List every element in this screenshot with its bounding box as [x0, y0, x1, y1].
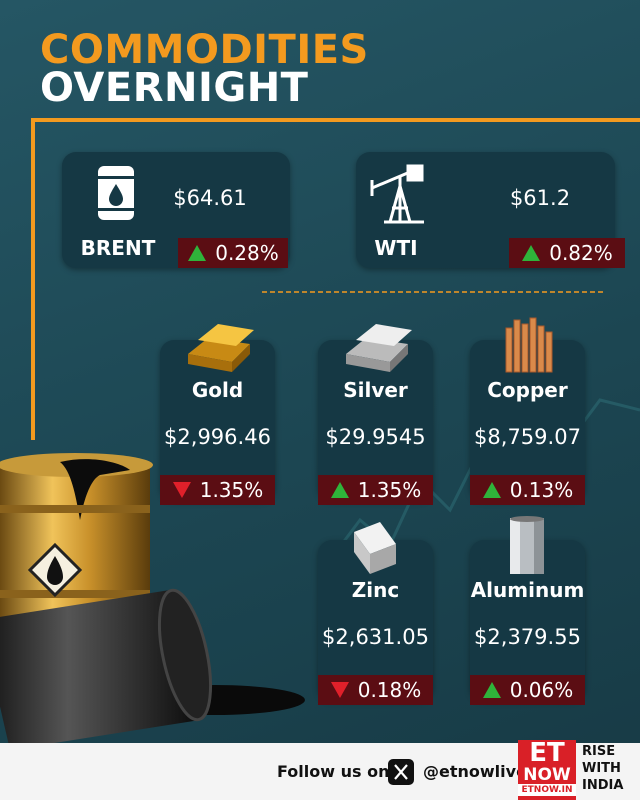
arrow-down [330, 682, 349, 698]
arrow-up [188, 245, 207, 261]
slogan: RISE WITH INDIA [582, 743, 623, 794]
price: $64.61 [173, 186, 247, 210]
change-value: 0.82% [549, 241, 613, 265]
price: $8,759.07 [474, 425, 581, 449]
change-box: 0.13% [470, 475, 585, 505]
title-line-2: OVERNIGHT [40, 65, 309, 111]
metal-card: Copper $8,759.07 0.13% [470, 317, 585, 505]
metal-card: Silver $29.9545 1.35% [318, 324, 433, 505]
commodity-name: BRENT [80, 236, 156, 260]
commodity-name: Zinc [351, 578, 400, 602]
barrels-illustration [0, 453, 305, 743]
slogan-2: WITH [582, 761, 621, 776]
arrow-up [330, 482, 349, 498]
metal-card: Gold $2,996.46 1.35% [160, 324, 275, 505]
arrow-up [482, 482, 501, 498]
change-value: 0.28% [215, 241, 279, 265]
price: $2,379.55 [474, 625, 581, 649]
change-value: 1.35% [357, 478, 422, 502]
metal-card: Aluminum $2,379.55 0.06% [470, 516, 585, 705]
commodity-name: Aluminum [470, 578, 585, 602]
logo-bottom: NOW [523, 765, 571, 785]
handle[interactable]: @etnowlive [423, 762, 527, 781]
commodity-name: Copper [487, 378, 568, 402]
price: $2,631.05 [322, 625, 429, 649]
logo-top: ET [529, 738, 565, 768]
metal-icon [188, 324, 254, 372]
decoration [0, 118, 640, 743]
change-box: 1.35% [318, 475, 433, 505]
slogan-1: RISE [582, 744, 616, 759]
metal-icon [354, 522, 396, 574]
change-box: 1.35% [160, 475, 275, 505]
change-box: 0.82% [509, 238, 625, 268]
commodity-name: WTI [374, 236, 418, 260]
price: $29.9545 [325, 425, 426, 449]
x-logo[interactable] [388, 759, 414, 785]
change-value: 0.18% [357, 678, 422, 702]
commodity-name: Silver [343, 378, 408, 402]
oil-icon [98, 166, 134, 220]
change-value: 0.06% [509, 678, 574, 702]
site: ETNOW.IN [518, 784, 576, 796]
change-value: 1.35% [199, 478, 264, 502]
change-value: 0.13% [509, 478, 574, 502]
arrow-up [522, 245, 541, 261]
oil-icon [370, 164, 424, 224]
et-logo: ET NOW ETNOW.IN [518, 740, 576, 800]
change-box: 0.28% [178, 238, 288, 268]
metal-icon [510, 516, 544, 574]
metal-card: Zinc $2,631.05 0.18% [318, 522, 433, 705]
oil-card: BRENT $64.61 0.28% [62, 152, 290, 268]
metal-icon [346, 324, 412, 372]
price: $2,996.46 [164, 425, 271, 449]
change-box: 0.06% [470, 675, 585, 705]
change-box: 0.18% [318, 675, 433, 705]
follow-text: Follow us on [277, 762, 390, 781]
title-line-1: COMMODITIES [40, 27, 369, 73]
commodity-name: Gold [191, 378, 244, 402]
metal-icon [505, 317, 553, 373]
footer: Follow us on @etnowlive ET NOW ETNOW.IN … [0, 740, 640, 800]
oil-card: WTI $61.2 0.82% [356, 152, 625, 268]
arrow-up [482, 682, 501, 698]
price: $61.2 [509, 186, 571, 210]
arrow-down [172, 482, 191, 498]
slogan-3: INDIA [582, 778, 624, 793]
